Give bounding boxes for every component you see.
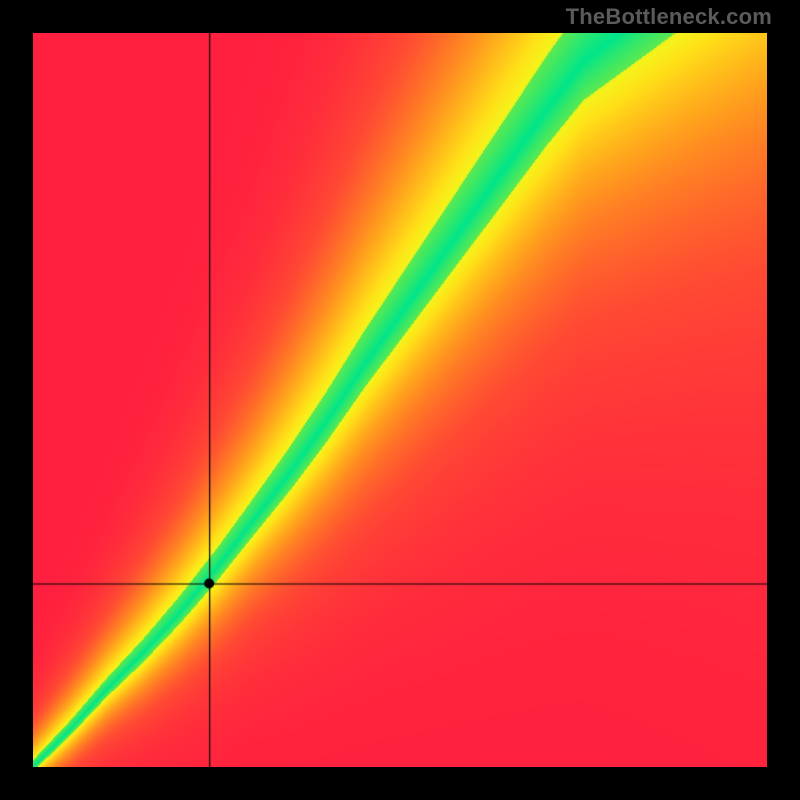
watermark-text: TheBottleneck.com (566, 4, 772, 30)
figure-stage: TheBottleneck.com (0, 0, 800, 800)
bottleneck-heatmap (33, 33, 767, 767)
